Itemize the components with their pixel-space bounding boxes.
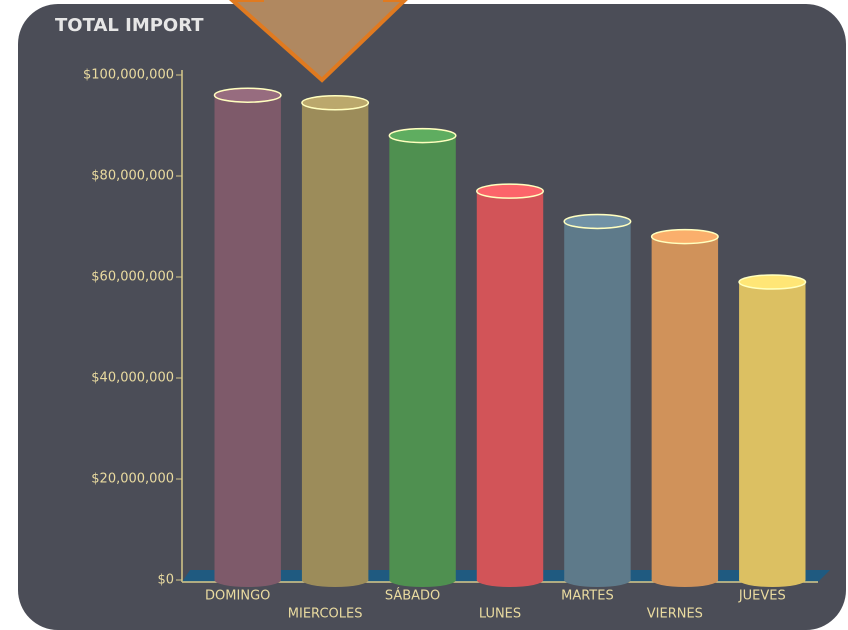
y-tick-label: $40,000,000 <box>91 371 174 386</box>
bar-top <box>213 87 282 103</box>
bar-top <box>476 183 544 199</box>
bar <box>476 191 544 580</box>
arrow <box>228 0 408 83</box>
bar <box>739 282 806 580</box>
y-tick-label: $80,000,000 <box>91 169 174 184</box>
bar-top <box>650 228 719 245</box>
bar <box>301 102 369 581</box>
y-tick-label: $0 <box>157 573 174 588</box>
x-tick-label: LUNES <box>479 607 521 622</box>
y-tick-label: $60,000,000 <box>91 270 174 285</box>
bar <box>389 135 456 580</box>
x-tick-label: MIERCOLES <box>288 607 363 622</box>
bar <box>564 221 631 580</box>
bar-top <box>388 127 457 144</box>
x-tick-label: MARTES <box>561 589 614 604</box>
bar-top <box>301 95 370 111</box>
bar-top <box>563 213 632 230</box>
x-tick-label: DOMINGO <box>205 589 270 604</box>
bar-top <box>738 274 807 290</box>
x-tick-label: JUEVES <box>738 589 786 604</box>
y-tick-label: $100,000,000 <box>83 68 174 83</box>
chart-title: TOTAL IMPORT <box>55 15 204 36</box>
x-tick-label: VIERNES <box>647 607 703 622</box>
x-tick-label: SÁBADO <box>385 588 440 604</box>
y-tick-label: $20,000,000 <box>91 472 174 487</box>
bar <box>214 95 281 580</box>
bar <box>651 236 719 580</box>
